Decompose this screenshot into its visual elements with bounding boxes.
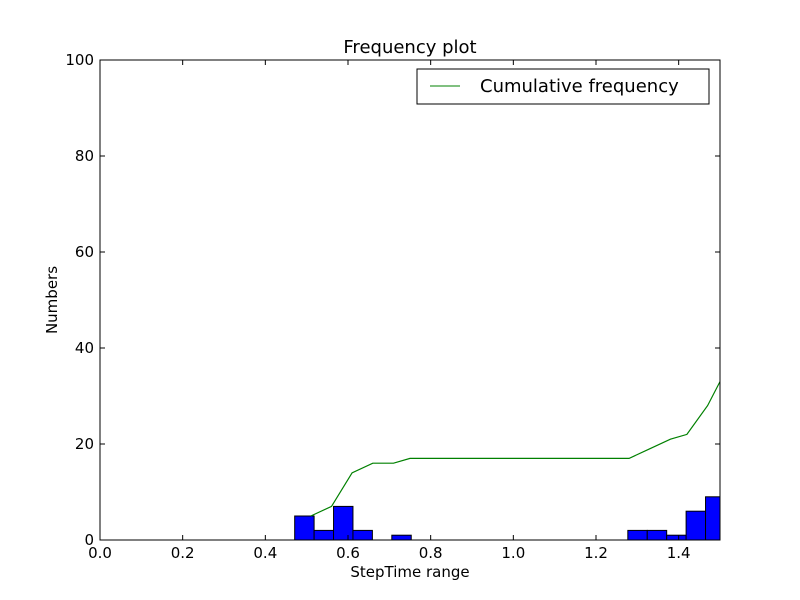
histogram-bar-4 [391, 534, 412, 540]
x-tick-label: 0.0 [88, 544, 112, 562]
x-axis-label: StepTime range [350, 563, 469, 581]
histogram-bar-5 [627, 529, 648, 540]
y-axis-label: Numbers [43, 266, 61, 334]
x-tick-label: 0.6 [336, 544, 360, 562]
y-tick-label: 100 [65, 51, 94, 69]
x-axis-ticks: 0.0 0.2 0.4 0.6 0.8 1.0 1.2 1.4 [88, 60, 691, 562]
y-tick-label: 80 [75, 147, 94, 165]
legend: Cumulative frequency [416, 68, 710, 105]
y-tick-label: 40 [75, 339, 94, 357]
histogram-bar-0 [294, 515, 315, 540]
y-axis-ticks: 0 20 40 60 80 100 [65, 51, 720, 549]
series-line-cumulative [310, 381, 720, 517]
plot-frame [99, 59, 721, 541]
x-tick-label: 1.4 [667, 544, 691, 562]
x-tick-label: 0.4 [253, 544, 277, 562]
histogram-bars [294, 496, 720, 540]
histogram-bar-2 [333, 505, 354, 540]
x-tick-label: 0.2 [171, 544, 195, 562]
histogram-bar-3 [352, 529, 373, 540]
histogram-bar-7 [666, 534, 687, 540]
y-tick-label: 0 [84, 531, 94, 549]
histogram-bar-8 [685, 510, 707, 540]
y-tick-label: 60 [75, 243, 94, 261]
x-tick-label: 1.2 [584, 544, 608, 562]
chart-title: Frequency plot [343, 37, 476, 58]
histogram-bar-1 [313, 529, 335, 540]
legend-box [416, 68, 710, 105]
y-tick-label: 20 [75, 435, 94, 453]
x-tick-label: 1.0 [501, 544, 525, 562]
histogram-bar-6 [646, 529, 668, 540]
x-tick-label: 0.8 [419, 544, 443, 562]
cumulative-series-layer [310, 381, 720, 517]
legend-label-cumulative: Cumulative frequency [480, 76, 679, 97]
histogram-bar-9 [705, 496, 720, 540]
